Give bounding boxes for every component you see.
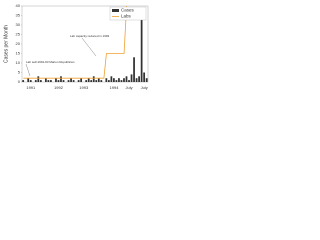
- legend-swatch: [112, 9, 119, 12]
- bar: [143, 72, 146, 82]
- bar: [44, 78, 47, 82]
- bar: [133, 57, 135, 82]
- y-tick-label: 25: [16, 32, 21, 37]
- y-tick-label: 15: [16, 51, 21, 56]
- annotation: Lab self-1991-93 Marion Republican: [26, 60, 75, 64]
- chart: Cases per Month Lab capacity reduced in …: [3, 3, 149, 90]
- y-tick-label: 40: [16, 3, 21, 8]
- bar: [85, 80, 88, 82]
- legend-label: Labs: [121, 14, 132, 19]
- bar: [118, 78, 120, 82]
- bar: [57, 80, 60, 82]
- bar: [130, 74, 133, 82]
- y-tick-label: 30: [16, 22, 21, 27]
- bar: [55, 78, 57, 82]
- bar: [125, 76, 128, 82]
- bar: [62, 80, 65, 82]
- bar: [50, 80, 52, 82]
- y-tick-label: 5: [18, 70, 21, 75]
- y-axis-label: Cases per Month: [3, 25, 9, 63]
- bar: [90, 80, 93, 82]
- bar: [120, 80, 123, 82]
- bar: [107, 80, 110, 82]
- y-tick-label: 10: [16, 60, 21, 65]
- bar: [72, 80, 75, 82]
- annotation-arrow: [81, 37, 97, 57]
- bar: [140, 15, 143, 82]
- y-tick-label: 20: [16, 41, 21, 46]
- bar: [34, 80, 37, 82]
- bar: [115, 80, 118, 82]
- x-tick-label: 1991: [26, 85, 36, 90]
- bar: [80, 78, 83, 82]
- line: [23, 5, 127, 79]
- bar: [37, 76, 40, 82]
- bar: [110, 76, 113, 82]
- x-tick-label: 1992: [54, 85, 64, 90]
- bar: [100, 80, 103, 82]
- bar: [123, 78, 125, 82]
- bar: [29, 80, 32, 82]
- bar: [67, 80, 70, 82]
- y-tick-label: 0: [18, 79, 21, 84]
- bar: [47, 80, 50, 82]
- bar: [105, 78, 108, 82]
- bar: [60, 76, 62, 82]
- bar: [77, 80, 80, 82]
- bar: [39, 80, 42, 82]
- bar: [145, 78, 148, 82]
- bar: [22, 80, 25, 82]
- bar: [128, 80, 130, 82]
- legend-label: Cases: [121, 8, 135, 13]
- bar: [113, 78, 115, 82]
- bar: [95, 80, 98, 82]
- bar: [70, 78, 72, 82]
- annotation-arrow: [25, 63, 31, 77]
- x-tick-label: July: [141, 85, 148, 90]
- bar: [97, 78, 100, 82]
- bar: [92, 76, 95, 82]
- x-tick-label: July: [126, 85, 133, 90]
- annotation: Lab capacity reduced in 1993: [70, 34, 110, 38]
- x-tick-label: 1994: [110, 85, 120, 90]
- bar: [135, 78, 138, 82]
- x-tick-label: 1993: [79, 85, 89, 90]
- bar: [87, 78, 90, 82]
- y-tick-label: 35: [16, 13, 21, 18]
- bar: [27, 78, 30, 82]
- bar: [138, 76, 140, 82]
